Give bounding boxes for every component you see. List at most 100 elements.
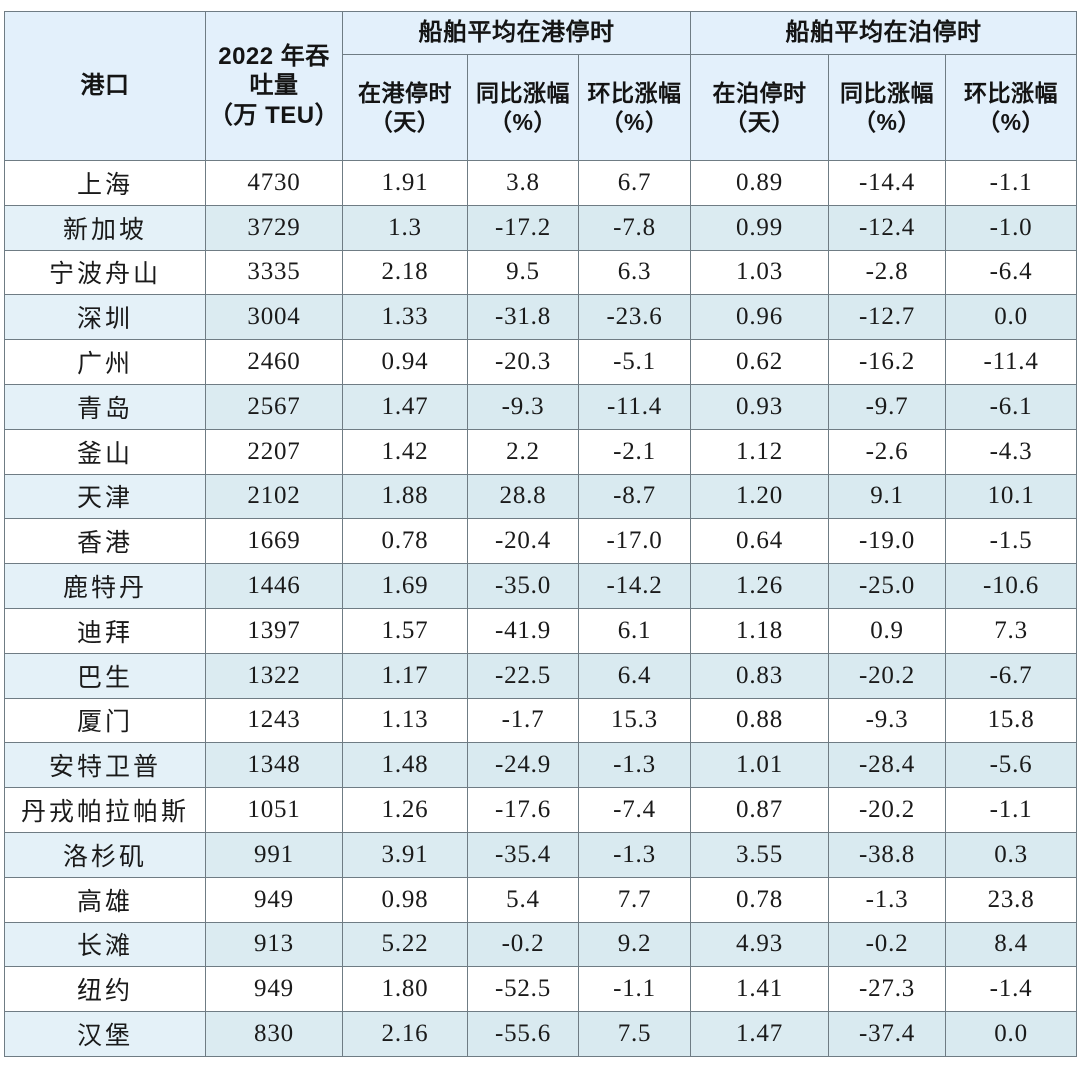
cell-value: 949 — [205, 966, 343, 1013]
cell-value: 1.26 — [690, 563, 830, 609]
cell-value: 0.98 — [342, 876, 468, 923]
cell-value: -14.4 — [828, 160, 947, 206]
cell-value: 1.88 — [342, 473, 468, 520]
cell-value: 1.48 — [342, 742, 468, 789]
table-row: 深圳 3004 1.33 -31.8 -23.6 0.96 -12.7 0.0 — [4, 294, 1078, 341]
cell-value: -11.4 — [577, 383, 692, 430]
header-berth-stay-yoy: 同比涨幅 （%） — [828, 54, 947, 161]
cell-value: 0.93 — [690, 383, 830, 430]
cell-value: -28.4 — [828, 742, 947, 789]
cell-value: 2.2 — [467, 428, 579, 475]
cell-port-name: 迪拜 — [4, 607, 206, 654]
cell-port-name: 釜山 — [4, 428, 206, 475]
header-berth-stay-days: 在泊停时 （天） — [690, 54, 830, 161]
cell-port-name: 青岛 — [4, 383, 206, 430]
cell-value: -9.3 — [467, 383, 579, 430]
cell-value: 1051 — [205, 787, 343, 833]
cell-value: 0.9 — [828, 607, 947, 654]
cell-value: 4730 — [205, 160, 343, 206]
header-port-stay-mom: 环比涨幅 （%） — [577, 54, 692, 161]
table-row: 纽约 949 1.80 -52.5 -1.1 1.41 -27.3 -1.4 — [4, 966, 1078, 1013]
cell-value: -1.1 — [577, 966, 692, 1013]
header-group-berth-stay: 船舶平均在泊停时 — [690, 11, 1078, 55]
header-port-stay-days-line2: （天） — [369, 108, 441, 135]
cell-value: 3.91 — [342, 831, 468, 878]
cell-port-name: 广州 — [4, 339, 206, 385]
header-throughput-line1: 2022 年吞 — [218, 43, 330, 71]
cell-port-name: 汉堡 — [4, 1011, 206, 1057]
cell-value: -37.4 — [828, 1011, 947, 1057]
cell-value: -20.3 — [467, 339, 579, 385]
cell-value: 0.78 — [690, 876, 830, 923]
cell-value: 1.13 — [342, 697, 468, 744]
cell-value: 1.3 — [342, 204, 468, 251]
cell-value: -9.3 — [828, 697, 947, 744]
cell-value: -1.3 — [577, 742, 692, 789]
table-row: 厦门 1243 1.13 -1.7 15.3 0.88 -9.3 15.8 — [4, 697, 1078, 744]
cell-value: 6.7 — [577, 160, 692, 206]
cell-value: -20.2 — [828, 787, 947, 833]
header-row-subcolumns: 在港停时 （天） 同比涨幅 （%） 环比涨幅 （%） 在泊停时 （天） 同比涨幅 — [5, 54, 1078, 161]
table-row: 洛杉矶 991 3.91 -35.4 -1.3 3.55 -38.8 0.3 — [4, 831, 1078, 878]
cell-value: 1243 — [205, 697, 343, 744]
cell-value: 830 — [205, 1011, 343, 1057]
table-row: 青岛 2567 1.47 -9.3 -11.4 0.93 -9.7 -6.1 — [4, 383, 1078, 430]
cell-port-name: 宁波舟山 — [4, 249, 206, 296]
header-berth-stay-mom-line2: （%） — [977, 108, 1046, 135]
cell-value: -24.9 — [467, 742, 579, 789]
cell-value: 23.8 — [945, 876, 1078, 923]
cell-value: 991 — [205, 831, 343, 878]
cell-value: -6.7 — [945, 652, 1078, 699]
cell-value: -20.2 — [828, 652, 947, 699]
cell-value: 1.47 — [690, 1011, 830, 1057]
cell-value: 1.01 — [690, 742, 830, 789]
cell-value: -27.3 — [828, 966, 947, 1013]
cell-port-name: 巴生 — [4, 652, 206, 699]
cell-value: 2567 — [205, 383, 343, 430]
cell-port-name: 厦门 — [4, 697, 206, 744]
cell-value: -5.1 — [577, 339, 692, 385]
cell-value: 28.8 — [467, 473, 579, 520]
cell-value: 0.62 — [690, 339, 830, 385]
table-row: 广州 2460 0.94 -20.3 -5.1 0.62 -16.2 -11.4 — [4, 339, 1078, 385]
cell-port-name: 鹿特丹 — [4, 563, 206, 609]
cell-value: 949 — [205, 876, 343, 923]
cell-value: 9.1 — [828, 473, 947, 520]
cell-value: -17.2 — [467, 204, 579, 251]
cell-value: 1.18 — [690, 607, 830, 654]
cell-value: -12.7 — [828, 294, 947, 341]
cell-value: 3004 — [205, 294, 343, 341]
cell-value: -12.4 — [828, 204, 947, 251]
cell-value: -23.6 — [577, 294, 692, 341]
table-row: 鹿特丹 1446 1.69 -35.0 -14.2 1.26 -25.0 -10.6 — [4, 563, 1078, 609]
table-header: 港口 2022 年吞 吐量 （万 TEU） 船舶平均在港停时 船舶平均在泊停时 … — [4, 11, 1078, 161]
header-port-stay-days: 在港停时 （天） — [342, 54, 468, 161]
cell-value: -1.3 — [828, 876, 947, 923]
header-port-stay-mom-line2: （%） — [600, 108, 669, 135]
header-berth-stay-mom: 环比涨幅 （%） — [945, 54, 1078, 161]
cell-value: 10.1 — [945, 473, 1078, 520]
cell-value: -22.5 — [467, 652, 579, 699]
cell-value: -16.2 — [828, 339, 947, 385]
cell-value: 1.69 — [342, 563, 468, 609]
cell-value: -7.4 — [577, 787, 692, 833]
cell-value: 0.78 — [342, 518, 468, 565]
cell-value: 2460 — [205, 339, 343, 385]
cell-value: 1322 — [205, 652, 343, 699]
cell-port-name: 安特卫普 — [4, 742, 206, 789]
cell-value: -1.4 — [945, 966, 1078, 1013]
cell-port-name: 深圳 — [4, 294, 206, 341]
cell-port-name: 长滩 — [4, 921, 206, 968]
cell-port-name: 高雄 — [4, 876, 206, 923]
cell-value: 2.16 — [342, 1011, 468, 1057]
cell-value: 15.3 — [577, 697, 692, 744]
cell-value: 3.8 — [467, 160, 579, 206]
header-berth-stay-yoy-line1: 同比涨幅 — [840, 80, 935, 107]
table-row: 高雄 949 0.98 5.4 7.7 0.78 -1.3 23.8 — [4, 876, 1078, 923]
cell-port-name: 纽约 — [4, 966, 206, 1013]
cell-value: 15.8 — [945, 697, 1078, 744]
table-row: 香港 1669 0.78 -20.4 -17.0 0.64 -19.0 -1.5 — [4, 518, 1078, 565]
port-statistics-table: 港口 2022 年吞 吐量 （万 TEU） 船舶平均在港停时 船舶平均在泊停时 … — [4, 11, 1078, 1057]
cell-value: 1.42 — [342, 428, 468, 475]
cell-value: 1.26 — [342, 787, 468, 833]
